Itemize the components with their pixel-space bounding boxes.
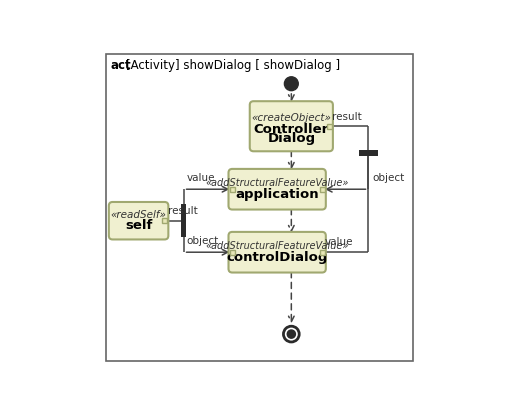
Text: Controller: Controller xyxy=(254,123,329,136)
FancyBboxPatch shape xyxy=(230,187,235,192)
Text: [Activity] showDialog [ showDialog ]: [Activity] showDialog [ showDialog ] xyxy=(111,58,340,72)
Bar xyxy=(359,151,378,155)
Text: result: result xyxy=(332,112,362,121)
FancyBboxPatch shape xyxy=(250,101,333,151)
Text: result: result xyxy=(168,206,197,216)
Text: value: value xyxy=(325,238,354,247)
FancyBboxPatch shape xyxy=(327,124,332,129)
FancyBboxPatch shape xyxy=(162,218,167,223)
FancyBboxPatch shape xyxy=(109,202,168,239)
Text: value: value xyxy=(187,173,215,183)
Circle shape xyxy=(287,330,296,338)
Text: object: object xyxy=(372,173,405,183)
Bar xyxy=(181,204,186,237)
Text: Dialog: Dialog xyxy=(267,133,315,146)
Text: «addStructuralFeatureValue»: «addStructuralFeatureValue» xyxy=(205,240,349,251)
FancyBboxPatch shape xyxy=(229,169,326,209)
Text: «readSelf»: «readSelf» xyxy=(111,210,166,220)
Text: act: act xyxy=(110,58,131,72)
Text: application: application xyxy=(235,188,319,201)
FancyBboxPatch shape xyxy=(229,232,326,272)
FancyBboxPatch shape xyxy=(319,187,324,192)
Text: «createObject»: «createObject» xyxy=(251,113,331,123)
Circle shape xyxy=(284,77,298,91)
Text: controlDialog: controlDialog xyxy=(227,251,328,264)
Text: self: self xyxy=(125,219,152,232)
FancyBboxPatch shape xyxy=(319,249,324,255)
Text: object: object xyxy=(187,236,219,246)
Text: «addStructuralFeatureValue»: «addStructuralFeatureValue» xyxy=(205,178,349,188)
FancyBboxPatch shape xyxy=(230,249,235,255)
